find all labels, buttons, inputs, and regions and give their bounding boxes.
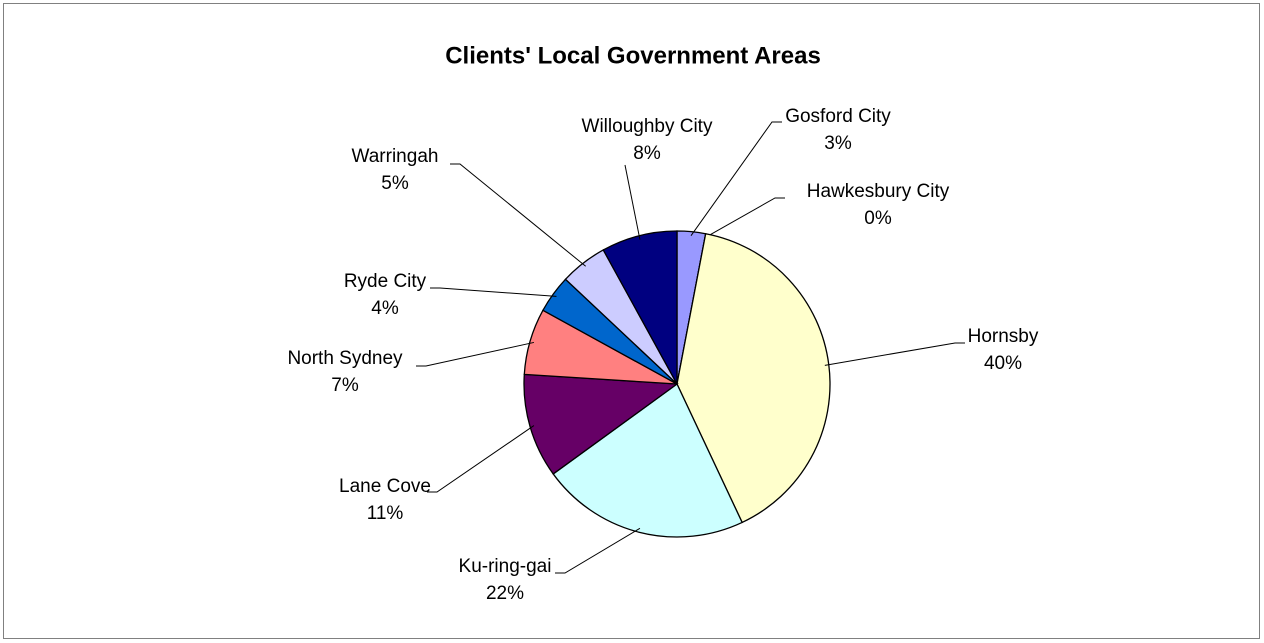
slice-label: Ku-ring-gai: [459, 556, 552, 577]
slice-value-label: 3%: [824, 133, 852, 154]
leader-line: [430, 287, 557, 297]
slice-value-label: 0%: [864, 208, 892, 229]
chart-title: Clients' Local Government Areas: [445, 42, 821, 69]
leader-line: [450, 163, 586, 267]
leader-line: [624, 164, 641, 240]
slice-value-label: 40%: [984, 353, 1022, 374]
slice-label: Ryde City: [344, 271, 427, 292]
slice-value-label: 8%: [633, 143, 661, 164]
leader-line: [416, 341, 535, 367]
slice-value-label: 11%: [367, 503, 404, 524]
leader-line: [427, 425, 535, 493]
slice-value-label: 22%: [486, 583, 524, 604]
slice-label: Gosford City: [785, 106, 891, 127]
leader-line: [824, 342, 965, 366]
slice-label: Warringah: [352, 146, 439, 167]
slice-value-label: 4%: [371, 298, 399, 319]
slice-value-label: 5%: [381, 173, 409, 194]
leader-line: [704, 197, 785, 239]
pie-slice: [523, 373, 679, 475]
leader-line: [555, 527, 641, 574]
slice-label: Hawkesbury City: [807, 181, 950, 202]
slice-label: North Sydney: [287, 348, 403, 369]
slice-label: Hornsby: [968, 326, 1039, 347]
pie-slice: [552, 383, 744, 538]
slice-label: Lane Cove: [339, 476, 431, 497]
slice-value-label: 7%: [331, 375, 359, 396]
leader-line: [690, 121, 782, 236]
slice-label: Willoughby City: [582, 116, 713, 137]
